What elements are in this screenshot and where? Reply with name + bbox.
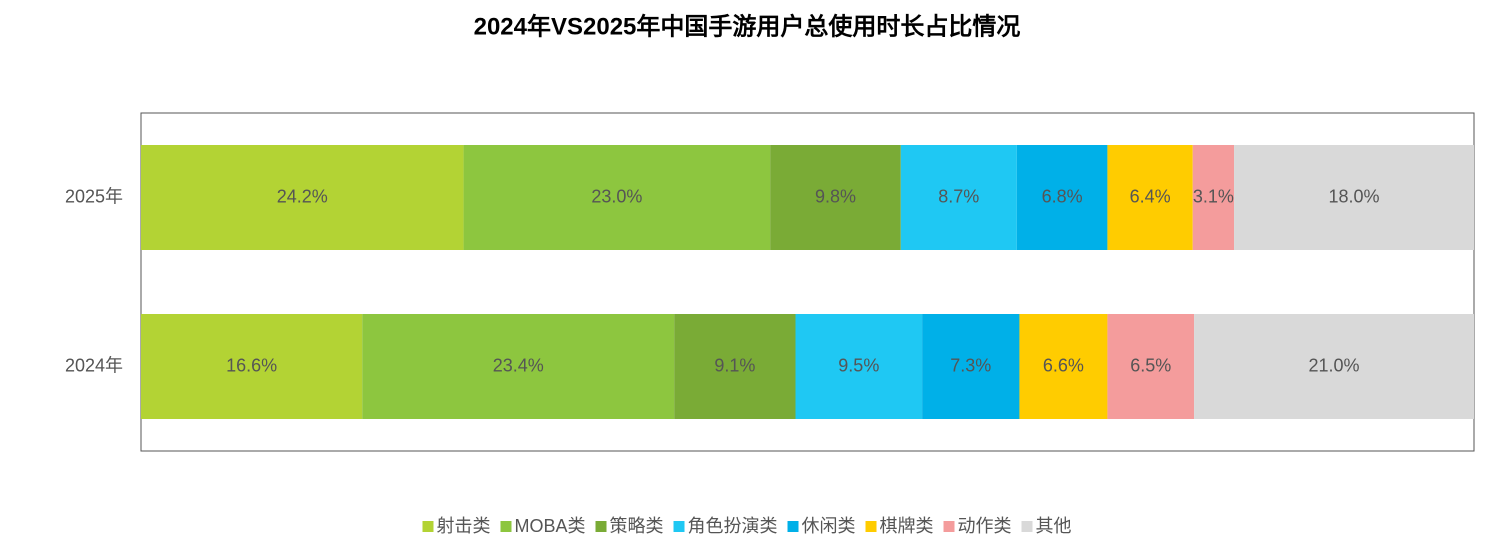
data-label: 23.4% bbox=[493, 355, 544, 375]
data-label: 8.7% bbox=[938, 186, 979, 206]
legend-label: 休闲类 bbox=[802, 516, 856, 536]
data-label: 18.0% bbox=[1329, 186, 1380, 206]
legend-swatch bbox=[500, 521, 512, 532]
legend-label: 策略类 bbox=[610, 516, 664, 536]
data-label: 3.1% bbox=[1193, 186, 1234, 206]
legend-label: 角色扮演类 bbox=[688, 516, 778, 536]
data-label: 7.3% bbox=[950, 355, 991, 375]
bar-segment bbox=[900, 145, 1017, 250]
data-label: 9.8% bbox=[815, 186, 856, 206]
bar-segment bbox=[141, 145, 464, 250]
legend-label: MOBA类 bbox=[514, 516, 585, 536]
legend-swatch bbox=[422, 521, 434, 532]
bar-segment bbox=[674, 314, 796, 419]
legend-swatch bbox=[787, 521, 799, 532]
data-label: 16.6% bbox=[226, 355, 277, 375]
data-label: 6.4% bbox=[1130, 186, 1171, 206]
bar-segment bbox=[1107, 314, 1195, 419]
legend-label: 其他 bbox=[1036, 516, 1072, 536]
legend-swatch bbox=[943, 521, 955, 532]
data-label: 24.2% bbox=[277, 186, 328, 206]
bar-segment bbox=[1107, 145, 1193, 250]
bar-segment bbox=[1016, 145, 1108, 250]
data-label: 9.1% bbox=[714, 355, 755, 375]
legend-swatch bbox=[865, 521, 877, 532]
bar-segment bbox=[795, 314, 923, 419]
chart-title: 2024年VS2025年中国手游用户总使用时长占比情况 bbox=[474, 12, 1021, 40]
data-label: 21.0% bbox=[1309, 355, 1360, 375]
legend-swatch bbox=[595, 521, 607, 532]
bar-segment bbox=[362, 314, 675, 419]
data-label: 23.0% bbox=[591, 186, 642, 206]
legend: 射击类 MOBA类 策略类 角色扮演类 休闲类 棋牌类 动作类 其他 bbox=[422, 516, 1072, 536]
legend-swatch bbox=[1021, 521, 1033, 532]
bar-segment bbox=[1192, 145, 1235, 250]
bar-segment bbox=[1019, 314, 1108, 419]
bar-segment bbox=[141, 314, 363, 419]
plot-frame bbox=[140, 112, 1475, 452]
bar-segment bbox=[1194, 314, 1474, 419]
bar-segment bbox=[922, 314, 1020, 419]
y-tick-label: 2024年 bbox=[65, 355, 123, 375]
data-label: 6.5% bbox=[1130, 355, 1171, 375]
data-label: 6.6% bbox=[1043, 355, 1084, 375]
bar-segment bbox=[770, 145, 901, 250]
legend-swatch bbox=[673, 521, 685, 532]
data-label: 9.5% bbox=[838, 355, 879, 375]
legend-label: 动作类 bbox=[958, 516, 1012, 536]
bar-segment bbox=[1234, 145, 1474, 250]
bar-segment bbox=[463, 145, 771, 250]
legend-label: 射击类 bbox=[436, 516, 490, 536]
legend-label: 棋牌类 bbox=[880, 516, 934, 536]
data-label: 6.8% bbox=[1042, 186, 1083, 206]
y-tick-label: 2025年 bbox=[65, 186, 123, 206]
